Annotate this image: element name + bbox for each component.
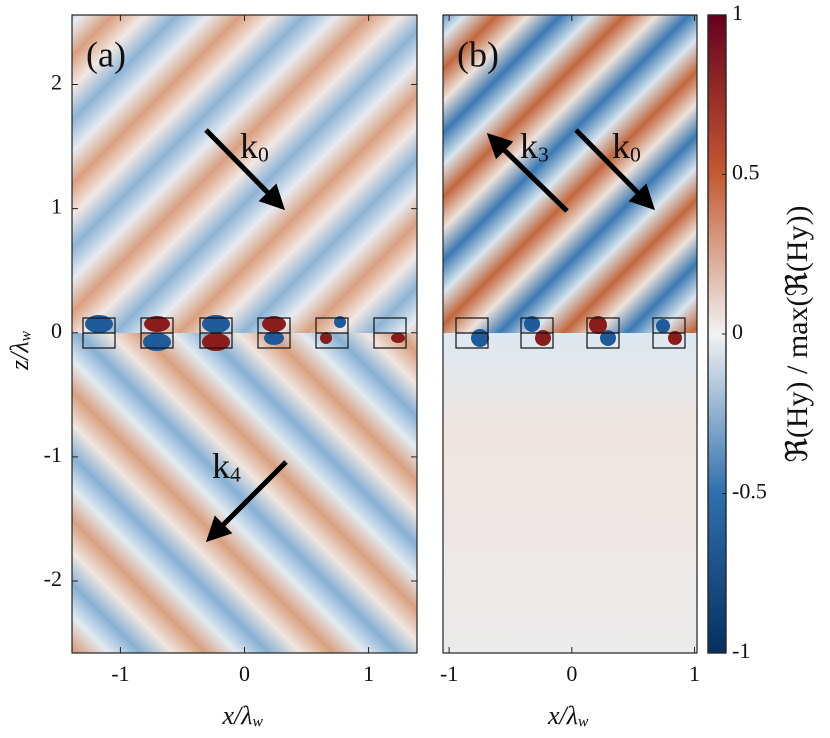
x-axis-label-sub: w <box>253 713 264 730</box>
field-map <box>72 14 727 654</box>
wave-vector-label: k3 <box>520 126 549 166</box>
y-axis-label-main: z/λ <box>5 341 34 371</box>
wave-vector-label-main: k <box>612 126 630 166</box>
colorbar-label: ℜ(Hy) / max(ℜ(Hy)) <box>781 205 814 462</box>
y-tick-label: -2 <box>44 566 62 591</box>
y-tick-label: -1 <box>44 442 62 467</box>
x-axis-label-main: x/λ <box>547 701 578 730</box>
wave-vector-label-sub: 0 <box>258 142 269 166</box>
wave-vector-label-sub: 4 <box>230 462 241 486</box>
panel-frame <box>442 14 698 654</box>
y-tick-label: 1 <box>51 194 62 219</box>
wave-vector-label-main: k <box>520 126 538 166</box>
wave-vector-label: k0 <box>612 126 641 166</box>
wave-vector-label: k0 <box>240 126 269 166</box>
y-tick-label: 0 <box>51 318 62 343</box>
y-tick-label: 2 <box>51 70 62 95</box>
x-tick-label: 1 <box>363 661 374 686</box>
y-axis-label-sub: w <box>17 330 34 341</box>
x-tick-label: 0 <box>239 661 250 686</box>
x-tick-label: 1 <box>689 661 700 686</box>
wave-vector-label-sub: 3 <box>538 142 549 166</box>
wave-vector-label-main: k <box>212 446 230 486</box>
colorbar-tick-label: -0.5 <box>732 479 767 504</box>
x-axis-label: x/λw <box>222 701 264 730</box>
colorbar-tick-label: -1 <box>732 638 750 663</box>
x-tick-label: -1 <box>111 661 129 686</box>
x-axis-label-main: x/λ <box>222 701 253 730</box>
colorbar-tick-label: 0.5 <box>732 160 760 185</box>
wave-vector-label-main: k <box>240 126 258 166</box>
x-axis-label-sub: w <box>578 713 589 730</box>
colorbar-tick-label: 0 <box>732 319 743 344</box>
wave-arrows <box>204 128 656 543</box>
x-tick-label: -1 <box>440 661 458 686</box>
panel-label: (a) <box>86 34 126 74</box>
resonators <box>82 315 686 351</box>
x-axis-label: x/λw <box>547 701 589 730</box>
y-axis-label: z/λw <box>5 330 34 371</box>
wave-vector-label-sub: 0 <box>630 142 641 166</box>
wave-vector-label: k4 <box>212 446 241 486</box>
x-tick-label: 0 <box>566 661 577 686</box>
panel-label: (b) <box>457 34 499 74</box>
colorbar-tick-label: 1 <box>732 0 743 25</box>
